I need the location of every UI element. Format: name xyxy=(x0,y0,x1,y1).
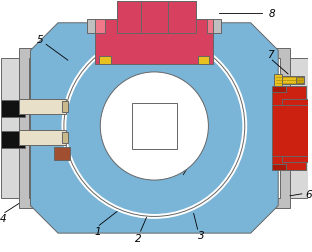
Bar xyxy=(99,57,111,65)
Bar xyxy=(272,165,286,171)
Bar xyxy=(282,100,308,163)
Bar xyxy=(1,131,25,148)
Bar xyxy=(54,147,70,161)
Polygon shape xyxy=(19,49,37,208)
Circle shape xyxy=(64,36,245,216)
Polygon shape xyxy=(31,24,278,233)
Polygon shape xyxy=(272,49,290,208)
Polygon shape xyxy=(290,59,308,198)
Bar xyxy=(19,130,66,145)
Bar xyxy=(1,101,25,118)
Polygon shape xyxy=(272,86,306,171)
Bar xyxy=(272,86,286,92)
Bar xyxy=(95,20,213,65)
Polygon shape xyxy=(1,59,19,198)
Text: 6: 6 xyxy=(306,189,312,199)
Bar xyxy=(274,77,304,84)
Bar xyxy=(87,20,221,34)
Circle shape xyxy=(100,73,208,180)
Text: 4: 4 xyxy=(0,213,6,224)
Text: 8: 8 xyxy=(268,9,275,19)
Bar xyxy=(19,100,66,115)
Text: 2: 2 xyxy=(135,233,142,243)
Bar xyxy=(132,104,177,149)
Bar xyxy=(272,106,308,157)
Polygon shape xyxy=(95,20,213,65)
Bar xyxy=(296,78,304,83)
Bar xyxy=(62,132,68,143)
Bar xyxy=(141,2,168,34)
Bar xyxy=(62,102,68,113)
Text: 3: 3 xyxy=(198,230,205,240)
Polygon shape xyxy=(117,2,196,34)
Text: 1: 1 xyxy=(94,226,101,236)
Bar xyxy=(274,75,282,86)
Bar xyxy=(197,57,209,65)
Text: 7: 7 xyxy=(267,50,274,60)
Polygon shape xyxy=(117,2,196,20)
Text: 5: 5 xyxy=(37,34,44,44)
